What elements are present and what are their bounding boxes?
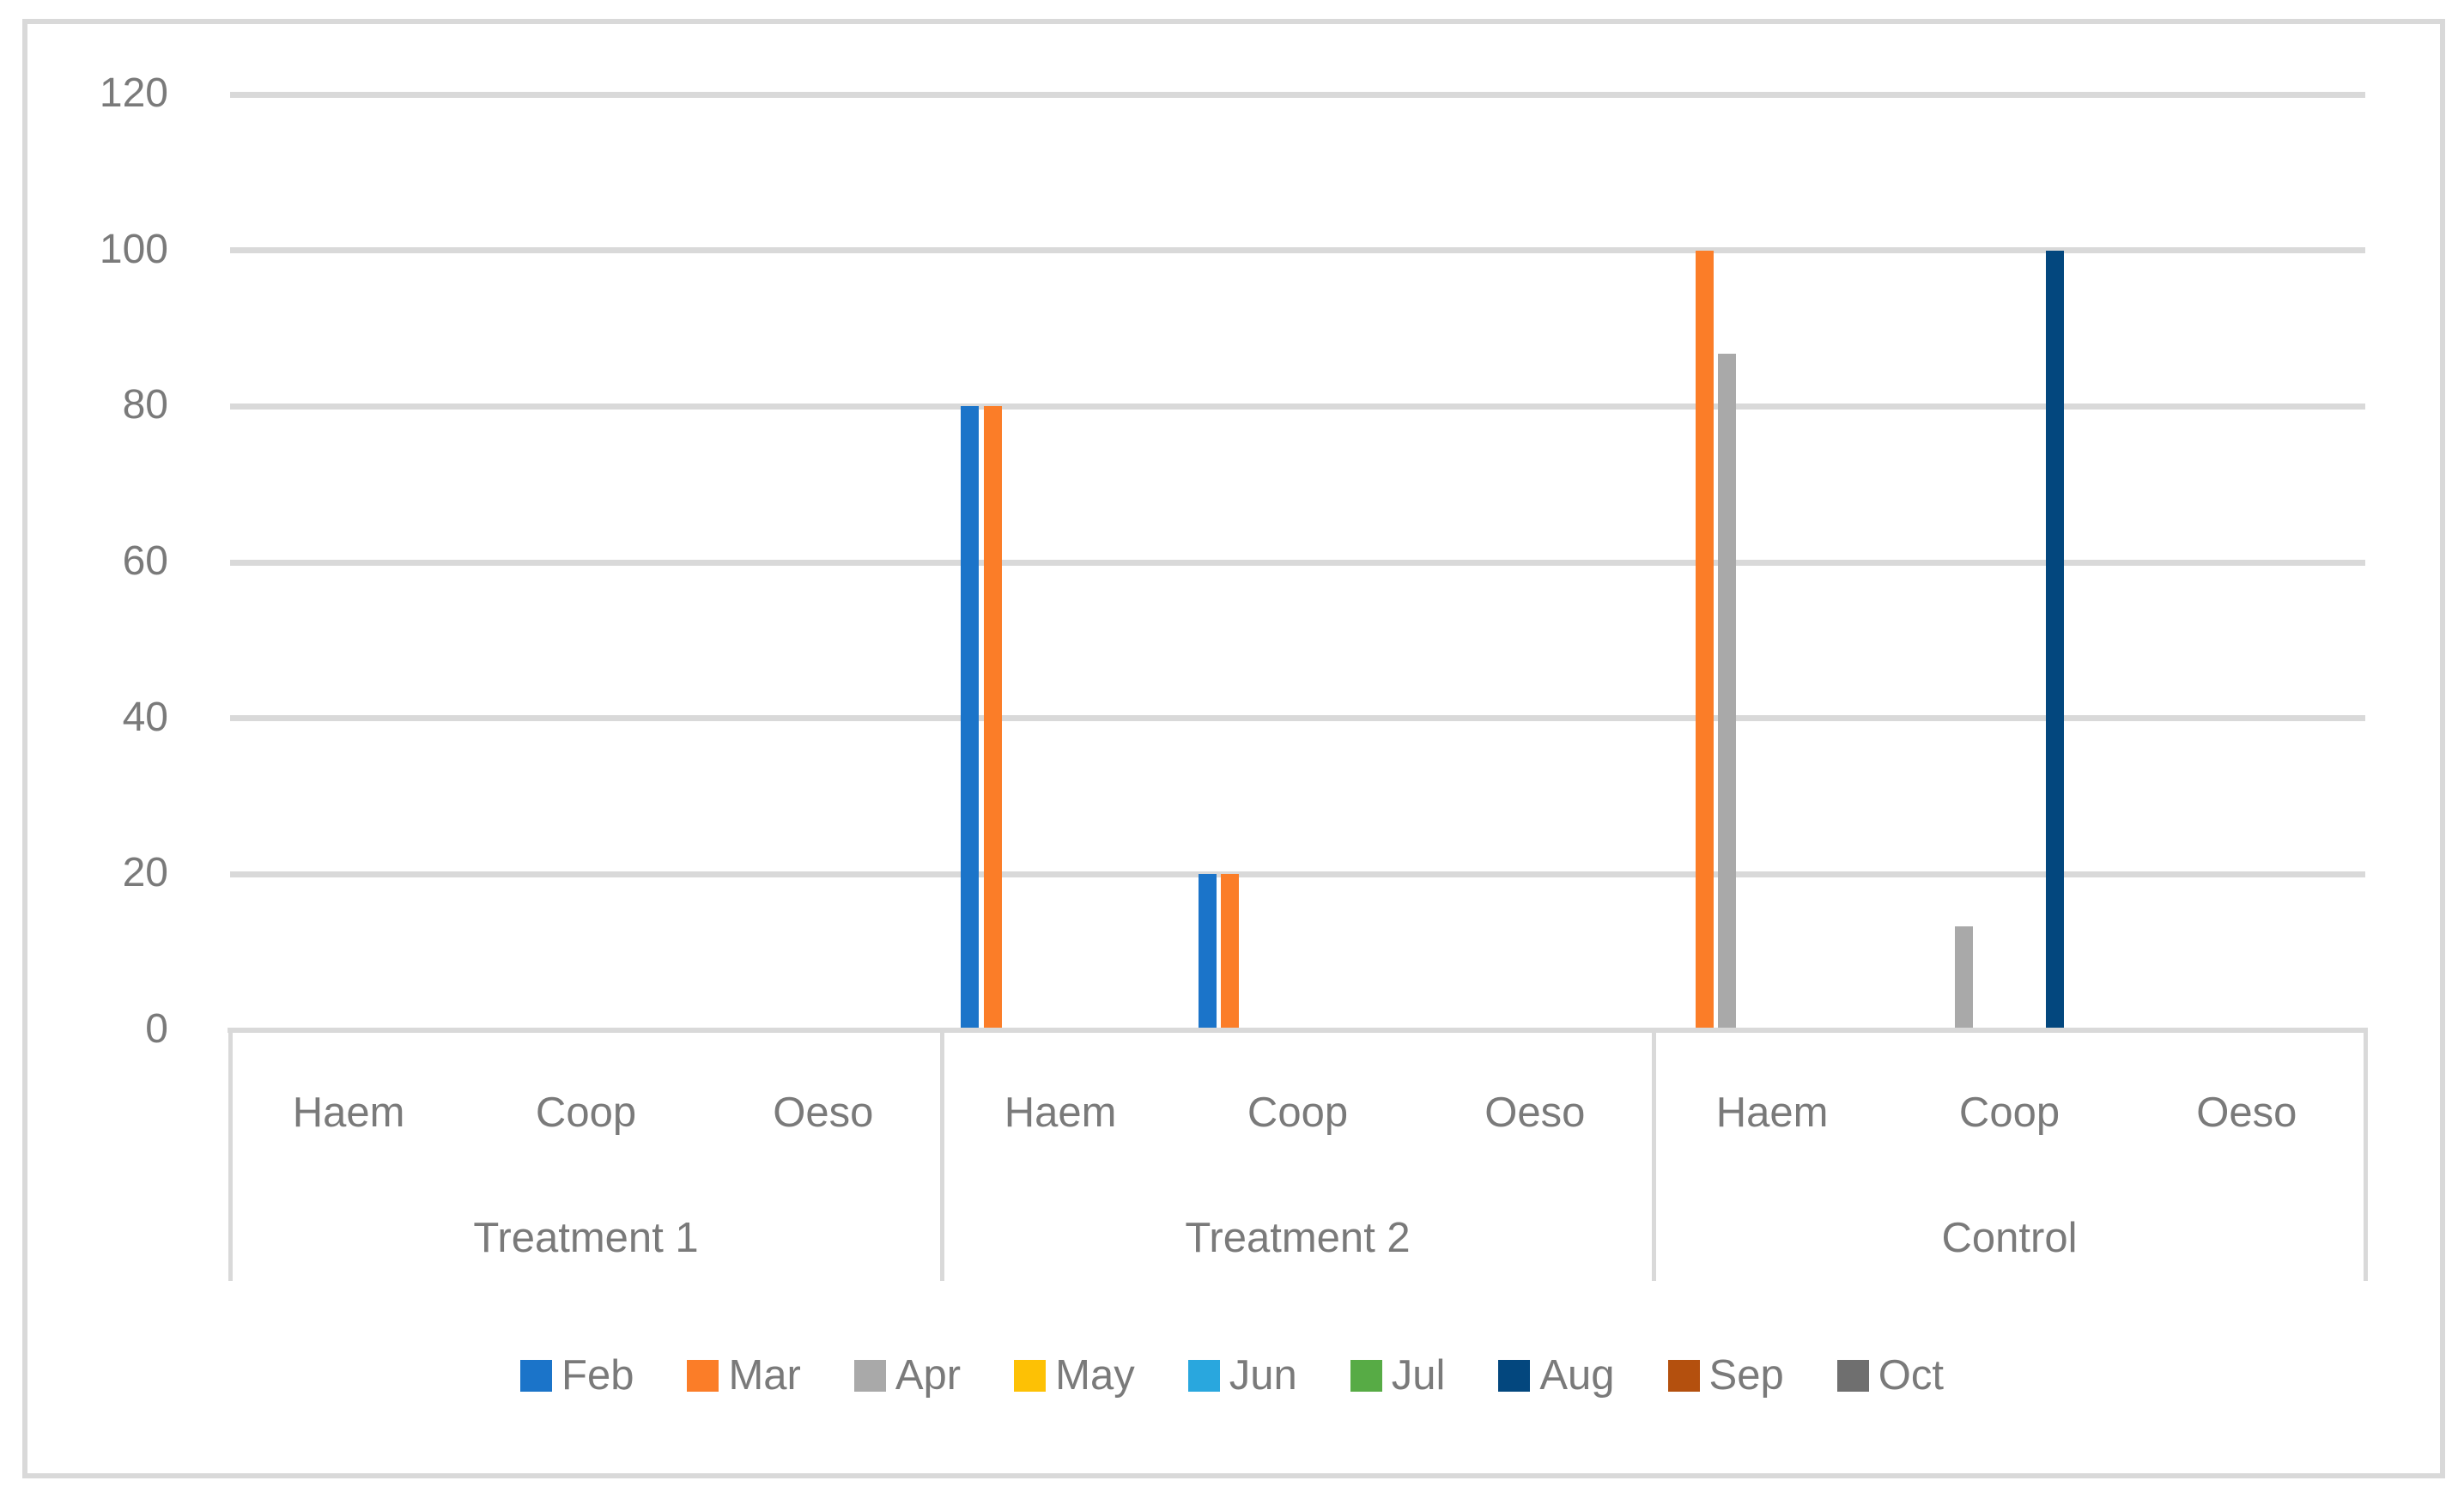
group-divider-0 xyxy=(228,1030,233,1281)
subcategory-label-7: Coop xyxy=(1958,1089,2060,1136)
y-tick-label-0: 0 xyxy=(145,1006,168,1052)
legend-label-jun: Jun xyxy=(1229,1352,1297,1399)
bar-mar-cat3 xyxy=(983,406,1002,1033)
subcategory-label-4: Coop xyxy=(1247,1089,1349,1136)
legend-swatch-feb xyxy=(520,1360,553,1392)
legend-swatch-jun xyxy=(1187,1360,1220,1392)
legend-swatch-oct xyxy=(1836,1360,1869,1392)
legend-item-oct: Oct xyxy=(1836,1352,1944,1399)
gridline-y80 xyxy=(230,403,2365,410)
gridline-y20 xyxy=(230,871,2365,877)
subcategory-label-5: Oeso xyxy=(1484,1089,1586,1136)
legend-label-mar: Mar xyxy=(728,1352,801,1399)
gridline-y60 xyxy=(230,559,2365,566)
bar-feb-cat3 xyxy=(961,406,980,1033)
legend-item-jul: Jul xyxy=(1350,1352,1446,1399)
gridline-y100 xyxy=(230,247,2365,254)
group-label-0: Treatment 1 xyxy=(473,1215,699,1261)
legend-swatch-sep xyxy=(1667,1360,1700,1392)
y-tick-label-40: 40 xyxy=(122,694,168,740)
group-divider-2 xyxy=(1651,1030,1656,1281)
legend-item-feb: Feb xyxy=(520,1355,634,1397)
bar-aug-cat7 xyxy=(2045,250,2064,1033)
legend-swatch-may xyxy=(1014,1360,1047,1392)
group-label-2: Control xyxy=(1941,1215,2078,1261)
legend-item-apr: Apr xyxy=(853,1352,962,1399)
bar-mar-cat6 xyxy=(1695,250,1714,1033)
y-tick-label-20: 20 xyxy=(122,850,168,896)
legend-item-may: May xyxy=(1014,1355,1135,1397)
legend-label-feb: Feb xyxy=(561,1352,634,1399)
bar-mar-cat4 xyxy=(1221,874,1240,1033)
subcategory-label-0: Haem xyxy=(292,1089,405,1136)
subcategory-label-3: Haem xyxy=(1004,1089,1117,1136)
chart-frame xyxy=(22,19,2445,1478)
legend-label-apr: Apr xyxy=(895,1352,962,1399)
x-axis-baseline xyxy=(228,1028,2368,1033)
subcategory-label-8: Oeso xyxy=(2196,1089,2297,1136)
y-tick-label-60: 60 xyxy=(122,538,168,584)
legend: Feb Mar Apr May Jun Jul Aug Sep Oct xyxy=(0,1355,2464,1397)
gridline-y120 xyxy=(230,91,2365,98)
gridline-y40 xyxy=(230,715,2365,722)
legend-label-aug: Aug xyxy=(1539,1352,1615,1399)
subcategory-label-6: Haem xyxy=(1715,1089,1829,1136)
bar-feb-cat4 xyxy=(1198,874,1217,1033)
legend-swatch-mar xyxy=(687,1360,719,1392)
legend-swatch-jul xyxy=(1350,1360,1382,1392)
legend-label-sep: Sep xyxy=(1708,1352,1784,1399)
group-label-1: Treatment 2 xyxy=(1185,1215,1411,1261)
subcategory-label-1: Coop xyxy=(535,1089,637,1136)
legend-label-jul: Jul xyxy=(1391,1352,1446,1399)
subcategory-label-2: Oeso xyxy=(773,1089,874,1136)
y-tick-label-80: 80 xyxy=(122,382,168,428)
legend-label-oct: Oct xyxy=(1878,1352,1944,1399)
bar-apr-cat6 xyxy=(1718,354,1737,1033)
legend-label-may: May xyxy=(1055,1352,1135,1399)
legend-item-mar: Mar xyxy=(687,1352,801,1399)
legend-item-sep: Sep xyxy=(1667,1352,1784,1399)
group-divider-1 xyxy=(939,1030,944,1281)
y-tick-label-120: 120 xyxy=(99,70,168,116)
bar-apr-cat7 xyxy=(1955,926,1974,1033)
legend-item-aug: Aug xyxy=(1498,1352,1615,1399)
group-divider-3 xyxy=(2363,1030,2368,1281)
y-tick-label-100: 100 xyxy=(99,226,168,272)
legend-swatch-aug xyxy=(1498,1360,1531,1392)
legend-item-jun: Jun xyxy=(1187,1352,1297,1399)
legend-swatch-apr xyxy=(853,1360,886,1392)
